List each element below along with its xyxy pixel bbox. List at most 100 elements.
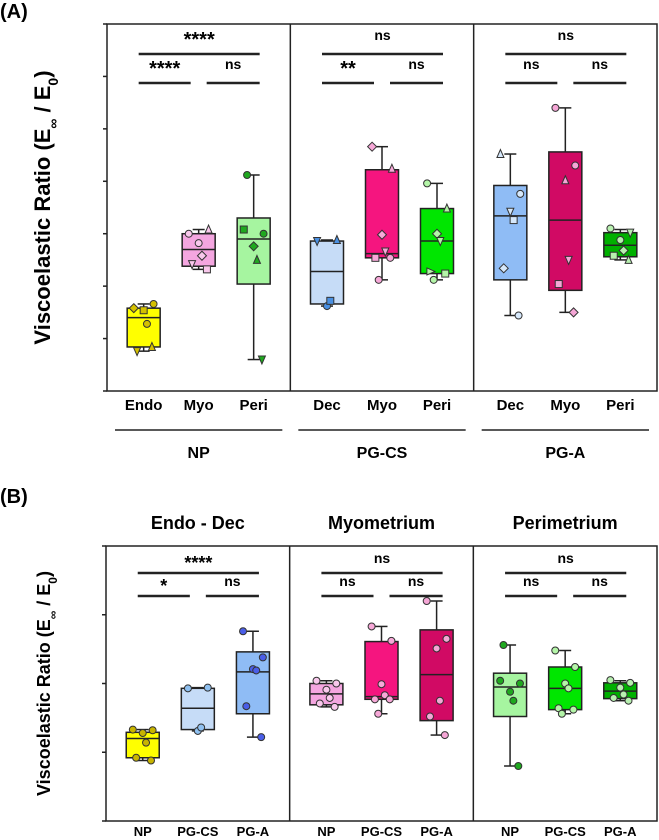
box-dec: Dec (493, 148, 528, 414)
data-point (252, 666, 261, 675)
data-point (387, 636, 396, 645)
x-tick-label: PG-A (604, 824, 637, 839)
data-point (315, 699, 324, 708)
facet-title: Myometrium (328, 513, 435, 533)
x-tick-label: Peri (606, 397, 634, 414)
significance-label: **** (184, 553, 212, 573)
x-tick-label: Dec (313, 397, 341, 414)
data-point (429, 275, 438, 284)
panel-label: (A) (0, 1, 28, 23)
data-point (322, 685, 331, 694)
significance-label: ** (340, 58, 356, 80)
data-point (366, 141, 378, 152)
significance-label: * (160, 576, 167, 596)
data-point (330, 702, 339, 711)
data-point (516, 189, 525, 198)
y-axis-label: Viscoelastic Ratio (E∞ / E0) (30, 70, 61, 344)
facet-0: NP ******** ns Endo Myo Peri (115, 29, 283, 462)
data-point (514, 311, 523, 320)
significance-label: ns (374, 27, 391, 43)
data-point (606, 676, 615, 685)
data-point (187, 260, 197, 270)
significance-label: ns (408, 573, 425, 589)
x-tick-label: Myo (367, 397, 397, 414)
group-label: NP (188, 445, 211, 462)
data-point (506, 687, 515, 696)
y-axis-label: Viscoelastic Ratio (E∞ / E0) (34, 571, 60, 796)
data-point (496, 676, 505, 685)
box-myo: Myo (548, 103, 583, 414)
data-point (626, 678, 635, 687)
data-point (242, 702, 251, 711)
data-point (202, 265, 211, 274)
x-tick-label: Peri (239, 397, 267, 414)
data-point (386, 253, 395, 262)
data-point (568, 307, 579, 318)
data-point (436, 237, 445, 247)
data-point (147, 341, 157, 351)
data-point (374, 709, 383, 718)
x-tick-label: PG-A (237, 824, 270, 839)
data-point (509, 216, 518, 225)
data-point (326, 296, 335, 305)
box-dec: Dec (309, 234, 345, 414)
box-np: NP (309, 676, 344, 839)
panel-a: (A)Viscoelastic Ratio (E∞ / E0)NP*******… (0, 1, 658, 462)
data-point (624, 696, 633, 705)
box-myo: Myo (364, 141, 400, 414)
data-point (564, 255, 573, 266)
data-point (194, 239, 203, 248)
box-iqr (364, 640, 399, 701)
data-point (618, 245, 629, 256)
data-point (257, 733, 266, 742)
box-pg-a: PG-A (603, 676, 638, 839)
data-point (609, 251, 618, 260)
data-point (606, 224, 615, 233)
data-point (385, 695, 394, 704)
significance-label: ns (523, 56, 540, 72)
x-tick-label: NP (134, 824, 152, 839)
data-point (142, 319, 151, 328)
data-point (422, 597, 431, 605)
significance-label: **** (149, 58, 180, 80)
box-iqr (235, 651, 271, 715)
significance-label: ns (523, 573, 540, 589)
data-point (442, 202, 452, 213)
data-point (239, 627, 248, 636)
data-point (499, 641, 508, 649)
x-tick-label: Peri (423, 397, 451, 414)
data-point (377, 680, 386, 689)
facet-title: Endo - Dec (151, 513, 245, 533)
significance-label: **** (184, 29, 215, 51)
box-iqr (493, 184, 528, 281)
data-point (423, 179, 432, 188)
data-point (370, 695, 379, 704)
data-point (619, 690, 628, 699)
significance-label: ns (408, 56, 425, 72)
box-peri: Peri (236, 170, 271, 414)
data-point (442, 634, 451, 643)
facet-title: Perimetrium (513, 513, 618, 533)
y-axis-label-part: ∞ (46, 611, 60, 620)
y-axis-label-part: Viscoelastic Ratio (E (34, 619, 54, 796)
box-peri: Peri (419, 179, 455, 414)
data-point (312, 237, 322, 247)
data-point (625, 228, 635, 239)
facet-1: Myometrium ns ns ns NP PG-CS PG-A (309, 513, 454, 839)
data-point (435, 696, 444, 705)
data-point (551, 103, 560, 112)
data-point (204, 223, 213, 234)
data-point (239, 225, 248, 234)
box-pg-a: PG-A (235, 627, 271, 839)
x-tick-label: Endo (125, 397, 163, 414)
data-point (312, 676, 321, 685)
significance-label: ns (224, 573, 241, 589)
x-tick-label: Myo (550, 397, 580, 414)
plot-frame (106, 23, 658, 392)
box-pg-a: PG-A (419, 597, 454, 839)
data-point (426, 712, 434, 721)
x-tick-label: NP (317, 824, 335, 839)
data-point (139, 306, 148, 315)
